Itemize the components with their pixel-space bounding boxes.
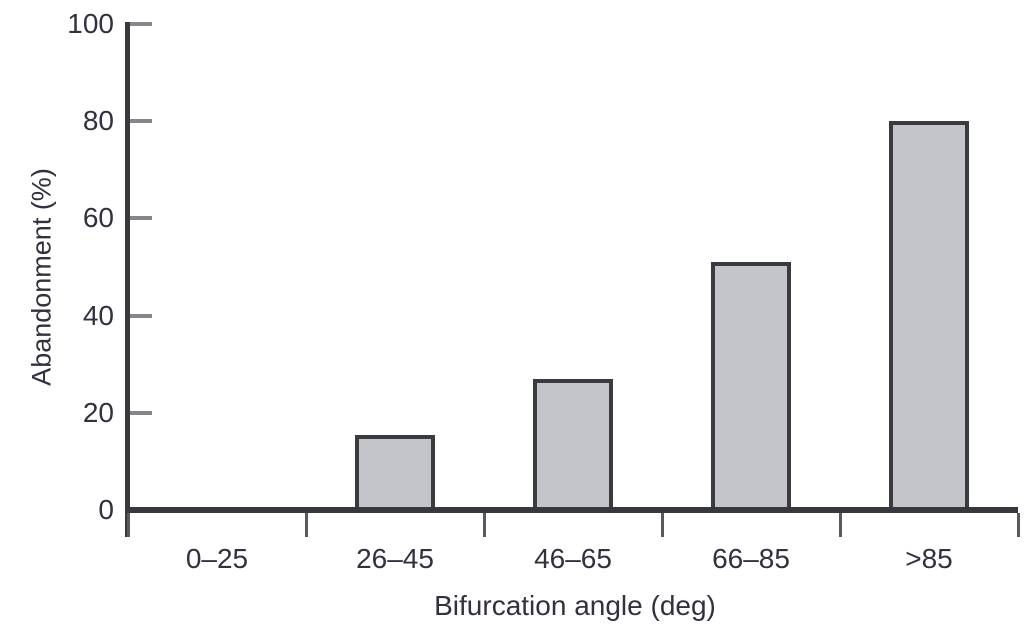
x-axis-label: Bifurcation angle (deg) [434, 590, 716, 621]
y-axis-label: Abandonment (%) [26, 168, 57, 386]
y-tick-label: 20 [82, 396, 114, 428]
y-tick-mark [130, 313, 152, 318]
y-axis-line [125, 22, 130, 537]
bar-66–85 [711, 262, 791, 513]
y-tick-mark [130, 410, 152, 415]
bar->85 [889, 121, 969, 513]
x-category-label: 66–85 [712, 543, 790, 574]
x-category-label: >85 [905, 543, 953, 574]
y-tick-label: 100 [67, 8, 114, 39]
y-tick-label: 60 [82, 202, 114, 234]
y-tick-label: 80 [82, 105, 114, 137]
y-tick-mark [130, 216, 152, 221]
x-tick-mark [126, 513, 130, 537]
x-tick-mark [304, 513, 308, 537]
bar-46–65 [533, 378, 613, 513]
x-tick-mark [838, 513, 842, 537]
x-tick-mark [1016, 513, 1020, 537]
x-tick-mark [660, 513, 664, 537]
x-tick-mark [482, 513, 486, 537]
x-axis-line [125, 507, 1018, 513]
x-category-label: 46–65 [534, 543, 612, 574]
x-category-label: 26–45 [356, 543, 434, 574]
y-tick-label: 40 [82, 299, 114, 331]
y-tick-label: 0 [98, 494, 114, 525]
y-tick-mark [130, 22, 152, 26]
y-tick-mark [130, 119, 152, 124]
bar-26–45 [355, 434, 435, 513]
x-category-label: 0–25 [185, 543, 249, 574]
